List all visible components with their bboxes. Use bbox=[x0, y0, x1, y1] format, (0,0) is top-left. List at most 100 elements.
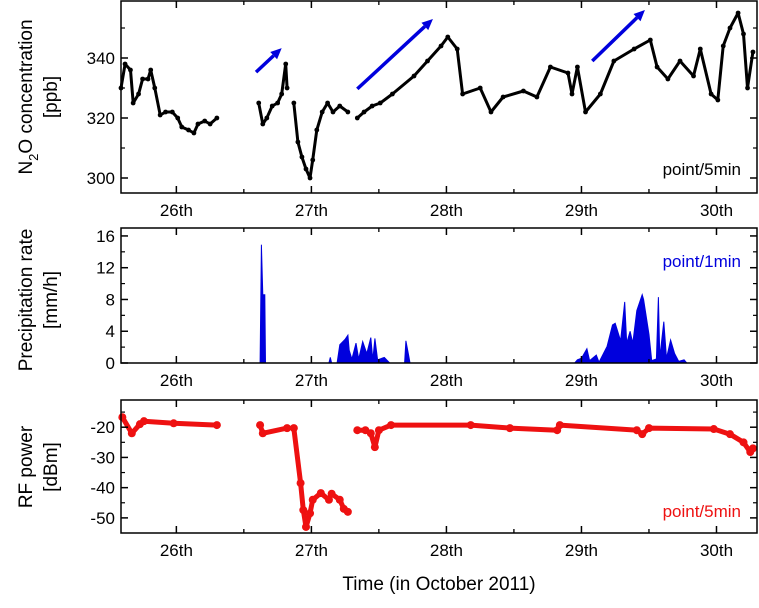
data-point bbox=[186, 127, 191, 133]
precip-annotation: point/1min bbox=[663, 252, 741, 271]
data-point bbox=[739, 438, 748, 447]
rf-ylabel-unit: [dBm] bbox=[41, 442, 62, 492]
data-point bbox=[337, 103, 343, 109]
data-point bbox=[370, 443, 379, 452]
x-tick-label: 27th bbox=[295, 541, 328, 560]
data-point bbox=[735, 10, 741, 16]
precip-ylabel: Precipitation rate bbox=[16, 229, 37, 372]
data-point bbox=[179, 124, 185, 130]
data-point bbox=[283, 61, 289, 67]
x-tick-label: 26th bbox=[160, 201, 193, 220]
x-tick-label: 30th bbox=[700, 541, 733, 560]
data-point bbox=[289, 424, 298, 433]
data-point bbox=[256, 100, 262, 106]
data-point bbox=[361, 109, 367, 115]
data-point bbox=[691, 73, 696, 79]
x-tick-label: 27th bbox=[295, 371, 328, 390]
data-point bbox=[316, 489, 325, 498]
data-point bbox=[677, 58, 683, 64]
x-tick-label: 30th bbox=[700, 371, 733, 390]
data-point bbox=[306, 509, 315, 518]
y-tick-label: 12 bbox=[96, 259, 115, 278]
data-point bbox=[195, 121, 201, 127]
x-tick-label: 28th bbox=[430, 371, 463, 390]
data-point bbox=[377, 100, 383, 106]
data-point bbox=[279, 91, 285, 97]
trend-arrow-2 bbox=[591, 16, 639, 63]
plot-frame bbox=[120, 399, 758, 534]
data-point bbox=[136, 91, 141, 97]
data-point bbox=[140, 76, 146, 82]
data-point bbox=[202, 118, 208, 124]
data-point bbox=[275, 100, 281, 106]
data-point bbox=[327, 489, 336, 498]
n2o-panel: 300 320 340 26th 27th 28th 29th 30th bbox=[87, 0, 758, 220]
data-point bbox=[354, 115, 360, 121]
data-point bbox=[390, 91, 395, 97]
y-tick-label: 8 bbox=[106, 290, 115, 309]
data-point bbox=[122, 61, 128, 67]
plot-frame bbox=[120, 227, 758, 364]
data-point bbox=[169, 419, 178, 428]
y-tick-label: -50 bbox=[90, 509, 115, 528]
data-point bbox=[128, 67, 133, 73]
data-point bbox=[374, 426, 383, 435]
data-point bbox=[264, 115, 270, 121]
y-tick-label: 340 bbox=[87, 49, 115, 68]
data-point bbox=[520, 88, 526, 94]
data-point bbox=[466, 421, 475, 430]
data-point bbox=[191, 130, 197, 136]
x-tick-label: 28th bbox=[430, 201, 463, 220]
data-point bbox=[715, 97, 721, 103]
data-point bbox=[157, 112, 163, 118]
x-tick-label: 28th bbox=[430, 541, 463, 560]
x-tick-label: 26th bbox=[160, 371, 193, 390]
data-point bbox=[638, 430, 647, 439]
data-point bbox=[314, 127, 320, 133]
data-point bbox=[214, 115, 220, 121]
y-tick-label: 4 bbox=[106, 322, 115, 341]
data-point bbox=[284, 85, 290, 91]
data-point bbox=[708, 91, 714, 97]
data-point bbox=[212, 421, 221, 430]
n2o-ylabel: N2O concentration bbox=[16, 19, 41, 174]
x-tick-label: 29th bbox=[565, 541, 598, 560]
data-point bbox=[438, 43, 444, 49]
data-point bbox=[575, 64, 580, 70]
x-tick-label: 29th bbox=[565, 371, 598, 390]
data-point bbox=[647, 37, 653, 43]
data-point bbox=[534, 94, 540, 100]
x-axis-label: Time (in October 2011) bbox=[342, 574, 535, 595]
data-point bbox=[460, 91, 466, 97]
data-point bbox=[256, 421, 265, 430]
y-tick-label: -30 bbox=[90, 448, 115, 467]
data-point bbox=[260, 121, 266, 127]
data-point bbox=[369, 103, 375, 109]
x-tick-label: 27th bbox=[295, 201, 328, 220]
data-point bbox=[291, 100, 297, 106]
data-point bbox=[324, 495, 333, 504]
data-point bbox=[745, 85, 750, 91]
data-point bbox=[148, 67, 154, 73]
data-point bbox=[175, 115, 181, 121]
data-point bbox=[308, 495, 317, 504]
data-point bbox=[697, 46, 703, 52]
precipitation-area bbox=[259, 244, 688, 364]
data-segment-3 bbox=[355, 11, 755, 120]
data-point bbox=[725, 430, 734, 439]
data-point bbox=[296, 479, 305, 488]
data-point bbox=[325, 100, 330, 106]
data-point bbox=[411, 73, 417, 79]
data-point bbox=[454, 46, 460, 52]
data-point bbox=[130, 100, 136, 106]
trend-arrow-head-1 bbox=[421, 19, 433, 31]
data-point bbox=[387, 421, 396, 430]
data-point bbox=[207, 121, 213, 127]
data-point bbox=[152, 85, 158, 91]
data-point bbox=[169, 109, 175, 115]
rf-ylabel: RF power bbox=[16, 425, 37, 508]
x-tick-label: 30th bbox=[700, 201, 733, 220]
data-point bbox=[307, 175, 313, 181]
data-point bbox=[366, 429, 375, 438]
